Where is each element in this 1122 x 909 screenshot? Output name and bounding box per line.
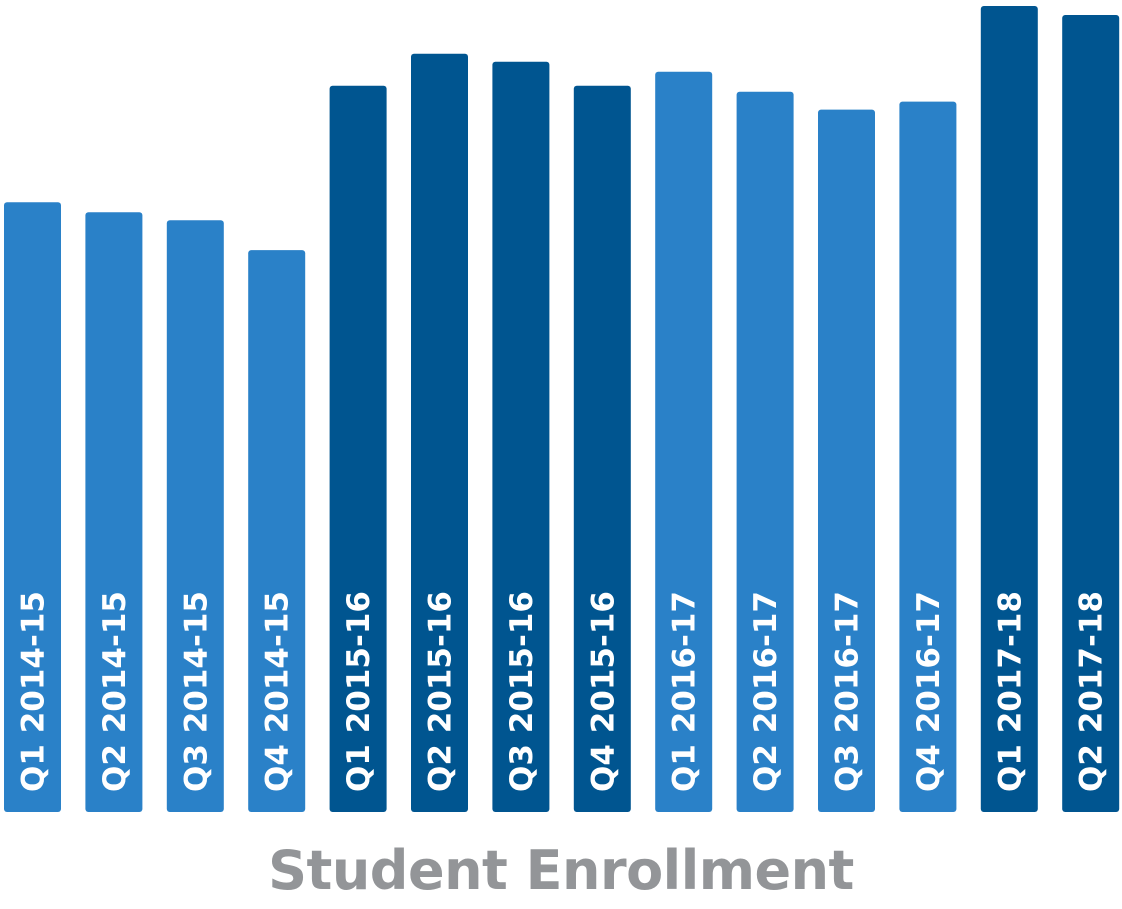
bar-label: Q2 2014-15	[97, 591, 133, 792]
bar-q2-2014-15	[85, 212, 143, 812]
bar-label: Q2 2015-16	[423, 591, 459, 792]
bar-q2-2017-18	[1062, 15, 1120, 812]
bar-q4-2015-16	[573, 85, 631, 812]
bar-q4-2014-15	[248, 250, 306, 813]
bar-label: Q3 2016-17	[830, 591, 866, 792]
bar-label: Q3 2015-16	[504, 591, 540, 792]
bar-label: Q1 2015-16	[341, 591, 377, 792]
bar-label: Q4 2015-16	[585, 591, 621, 792]
bar-label: Q4 2014-15	[260, 591, 296, 792]
bar-q2-2016-17	[736, 91, 794, 812]
bar-q1-2016-17	[655, 71, 713, 812]
bar-label-group: Q1 2014-15 Q2 2014-15 Q3 2014-15 Q4 2014-15…	[16, 591, 1110, 792]
bar-label: Q1 2017-18	[992, 591, 1028, 792]
bar-q1-2014-15	[4, 202, 61, 813]
bar-label: Q3 2014-15	[178, 591, 214, 792]
bar-label: Q2 2016-17	[748, 591, 784, 792]
bar-q3-2016-17	[818, 109, 875, 813]
bar-label: Q1 2014-15	[16, 591, 52, 792]
bar-label: Q2 2017-18	[1074, 591, 1110, 792]
chart-title: Student Enrollment	[268, 839, 854, 902]
bar-label: Q1 2016-17	[667, 591, 703, 792]
bar-q1-2015-16	[329, 85, 387, 812]
bar-q3-2015-16	[492, 61, 550, 813]
bar-q2-2015-16	[411, 53, 468, 813]
bar-q4-2016-17	[899, 101, 957, 813]
bar-group	[4, 6, 1120, 813]
bar-q1-2017-18	[980, 6, 1038, 812]
bar-q3-2014-15	[166, 220, 224, 812]
bar-label: Q4 2016-17	[911, 591, 947, 792]
